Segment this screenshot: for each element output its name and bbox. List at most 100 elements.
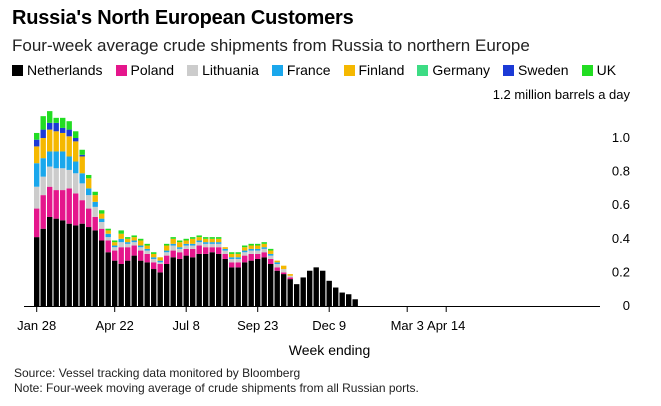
bar-sweden-week-1	[34, 139, 40, 147]
chart-subtitle: Four-week average crude shipments from R…	[12, 36, 530, 55]
bar-uk-week-5	[60, 117, 66, 128]
bar-lithuania-week-27	[203, 243, 209, 248]
bar-finland-week-40	[287, 274, 293, 276]
bar-finland-week-10	[92, 195, 98, 202]
bar-lithuania-week-34	[248, 250, 254, 254]
x-tick-label: Mar 3	[391, 318, 424, 333]
bar-finland-week-9	[86, 178, 92, 189]
bar-uk-week-3	[47, 111, 53, 123]
bar-poland-week-38	[274, 267, 280, 271]
bar-netherlands-week-21	[164, 264, 170, 306]
bar-poland-week-18	[144, 253, 150, 263]
bar-finland-week-5	[60, 132, 66, 152]
x-tick-label: Sep 23	[237, 318, 278, 333]
legend-item-sweden: Sweden	[503, 62, 569, 78]
bar-france-week-17	[138, 245, 144, 248]
bar-uk-week-28	[209, 237, 215, 239]
bar-lithuania-week-9	[86, 195, 92, 209]
bar-finland-week-23	[177, 242, 183, 248]
bar-poland-week-33	[242, 255, 248, 263]
legend-item-finland: Finland	[343, 62, 404, 78]
bar-finland-week-18	[144, 245, 150, 249]
bar-uk-week-15	[125, 237, 131, 239]
bar-poland-week-7	[73, 193, 79, 226]
bar-uk-week-1	[34, 132, 40, 140]
bar-lithuania-week-12	[105, 237, 111, 241]
x-tick-label: Jul 8	[172, 318, 199, 333]
bar-poland-week-22	[170, 250, 176, 258]
bar-netherlands-week-6	[66, 223, 72, 306]
bar-france-week-14	[118, 238, 124, 243]
bar-france-week-37	[268, 253, 274, 256]
bar-poland-week-21	[164, 255, 170, 264]
x-tick-label: Apr 22	[96, 318, 134, 333]
bar-lithuania-week-21	[164, 252, 170, 256]
bar-lithuania-week-13	[112, 247, 118, 251]
bar-lithuania-week-2	[40, 176, 46, 196]
legend-swatch	[343, 64, 355, 76]
bar-uk-week-24	[183, 238, 189, 241]
bar-finland-week-32	[235, 253, 241, 258]
legend-swatch	[417, 64, 429, 76]
bar-lithuania-week-4	[53, 168, 59, 191]
legend-item-uk: UK	[581, 62, 617, 78]
bar-poland-week-16	[131, 245, 137, 256]
bar-france-week-10	[92, 201, 98, 207]
bar-uk-week-27	[203, 237, 209, 239]
bar-lithuania-week-39	[281, 269, 287, 273]
bar-netherlands-week-44	[313, 267, 319, 306]
legend-item-poland: Poland	[115, 62, 174, 78]
bar-finland-week-11	[99, 213, 105, 219]
bar-poland-week-10	[92, 216, 98, 231]
bar-netherlands-week-32	[235, 267, 241, 306]
y-unit-label: 1.2 million barrels a day	[493, 87, 631, 102]
bar-poland-week-28	[209, 247, 215, 253]
x-tick-label: Apr 14	[427, 318, 465, 333]
bar-finland-week-28	[209, 238, 215, 243]
legend-label: UK	[596, 62, 617, 78]
bar-poland-week-34	[248, 253, 254, 261]
bar-sweden-week-7	[73, 138, 79, 142]
bar-uk-week-12	[105, 228, 111, 231]
bar-netherlands-week-47	[333, 287, 339, 306]
bar-finland-week-36	[261, 243, 267, 248]
bar-uk-week-13	[112, 240, 118, 243]
bar-netherlands-week-23	[177, 258, 183, 306]
bar-finland-week-22	[170, 238, 176, 244]
bar-uk-week-4	[53, 117, 59, 123]
bar-lithuania-week-29	[216, 243, 222, 248]
method-note: Note: Four-week moving average of crude …	[14, 381, 419, 395]
bar-netherlands-week-37	[268, 264, 274, 306]
bar-poland-week-15	[125, 247, 131, 261]
bar-netherlands-week-50	[352, 299, 358, 306]
bar-france-week-30	[222, 248, 228, 251]
bar-france-week-11	[99, 218, 105, 222]
bar-lithuania-week-37	[268, 255, 274, 259]
bar-netherlands-week-15	[125, 260, 131, 306]
bar-lithuania-week-23	[177, 248, 183, 253]
legend-label: Sweden	[518, 62, 569, 78]
bar-uk-week-19	[151, 252, 157, 254]
bar-lithuania-week-14	[118, 242, 124, 248]
bar-uk-week-18	[144, 243, 150, 246]
bar-netherlands-week-19	[151, 269, 157, 306]
bar-netherlands-week-2	[40, 228, 46, 306]
bar-uk-week-25	[190, 237, 196, 239]
bar-netherlands-week-40	[287, 279, 293, 306]
bar-finland-week-24	[183, 240, 189, 244]
bar-netherlands-week-8	[79, 223, 85, 306]
chart-title: Russia's North European Customers	[12, 7, 354, 29]
bar-poland-week-12	[105, 240, 111, 253]
legend-swatch	[581, 64, 593, 76]
bar-finland-week-38	[274, 260, 280, 263]
bar-france-week-1	[34, 163, 40, 187]
bar-poland-week-19	[151, 262, 157, 270]
bar-france-week-26	[196, 240, 202, 243]
bar-lithuania-week-10	[92, 206, 98, 217]
bar-poland-week-27	[203, 247, 209, 254]
bar-france-week-27	[203, 242, 209, 244]
bar-netherlands-week-28	[209, 252, 215, 306]
legend-swatch	[503, 64, 514, 76]
y-tick-label: 0.6	[612, 197, 630, 212]
source-note: Source: Vessel tracking data monitored b…	[14, 366, 301, 380]
